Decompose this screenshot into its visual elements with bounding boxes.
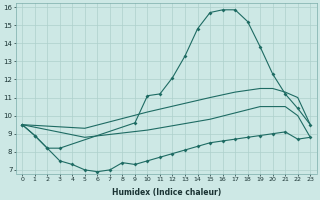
X-axis label: Humidex (Indice chaleur): Humidex (Indice chaleur) xyxy=(112,188,221,197)
